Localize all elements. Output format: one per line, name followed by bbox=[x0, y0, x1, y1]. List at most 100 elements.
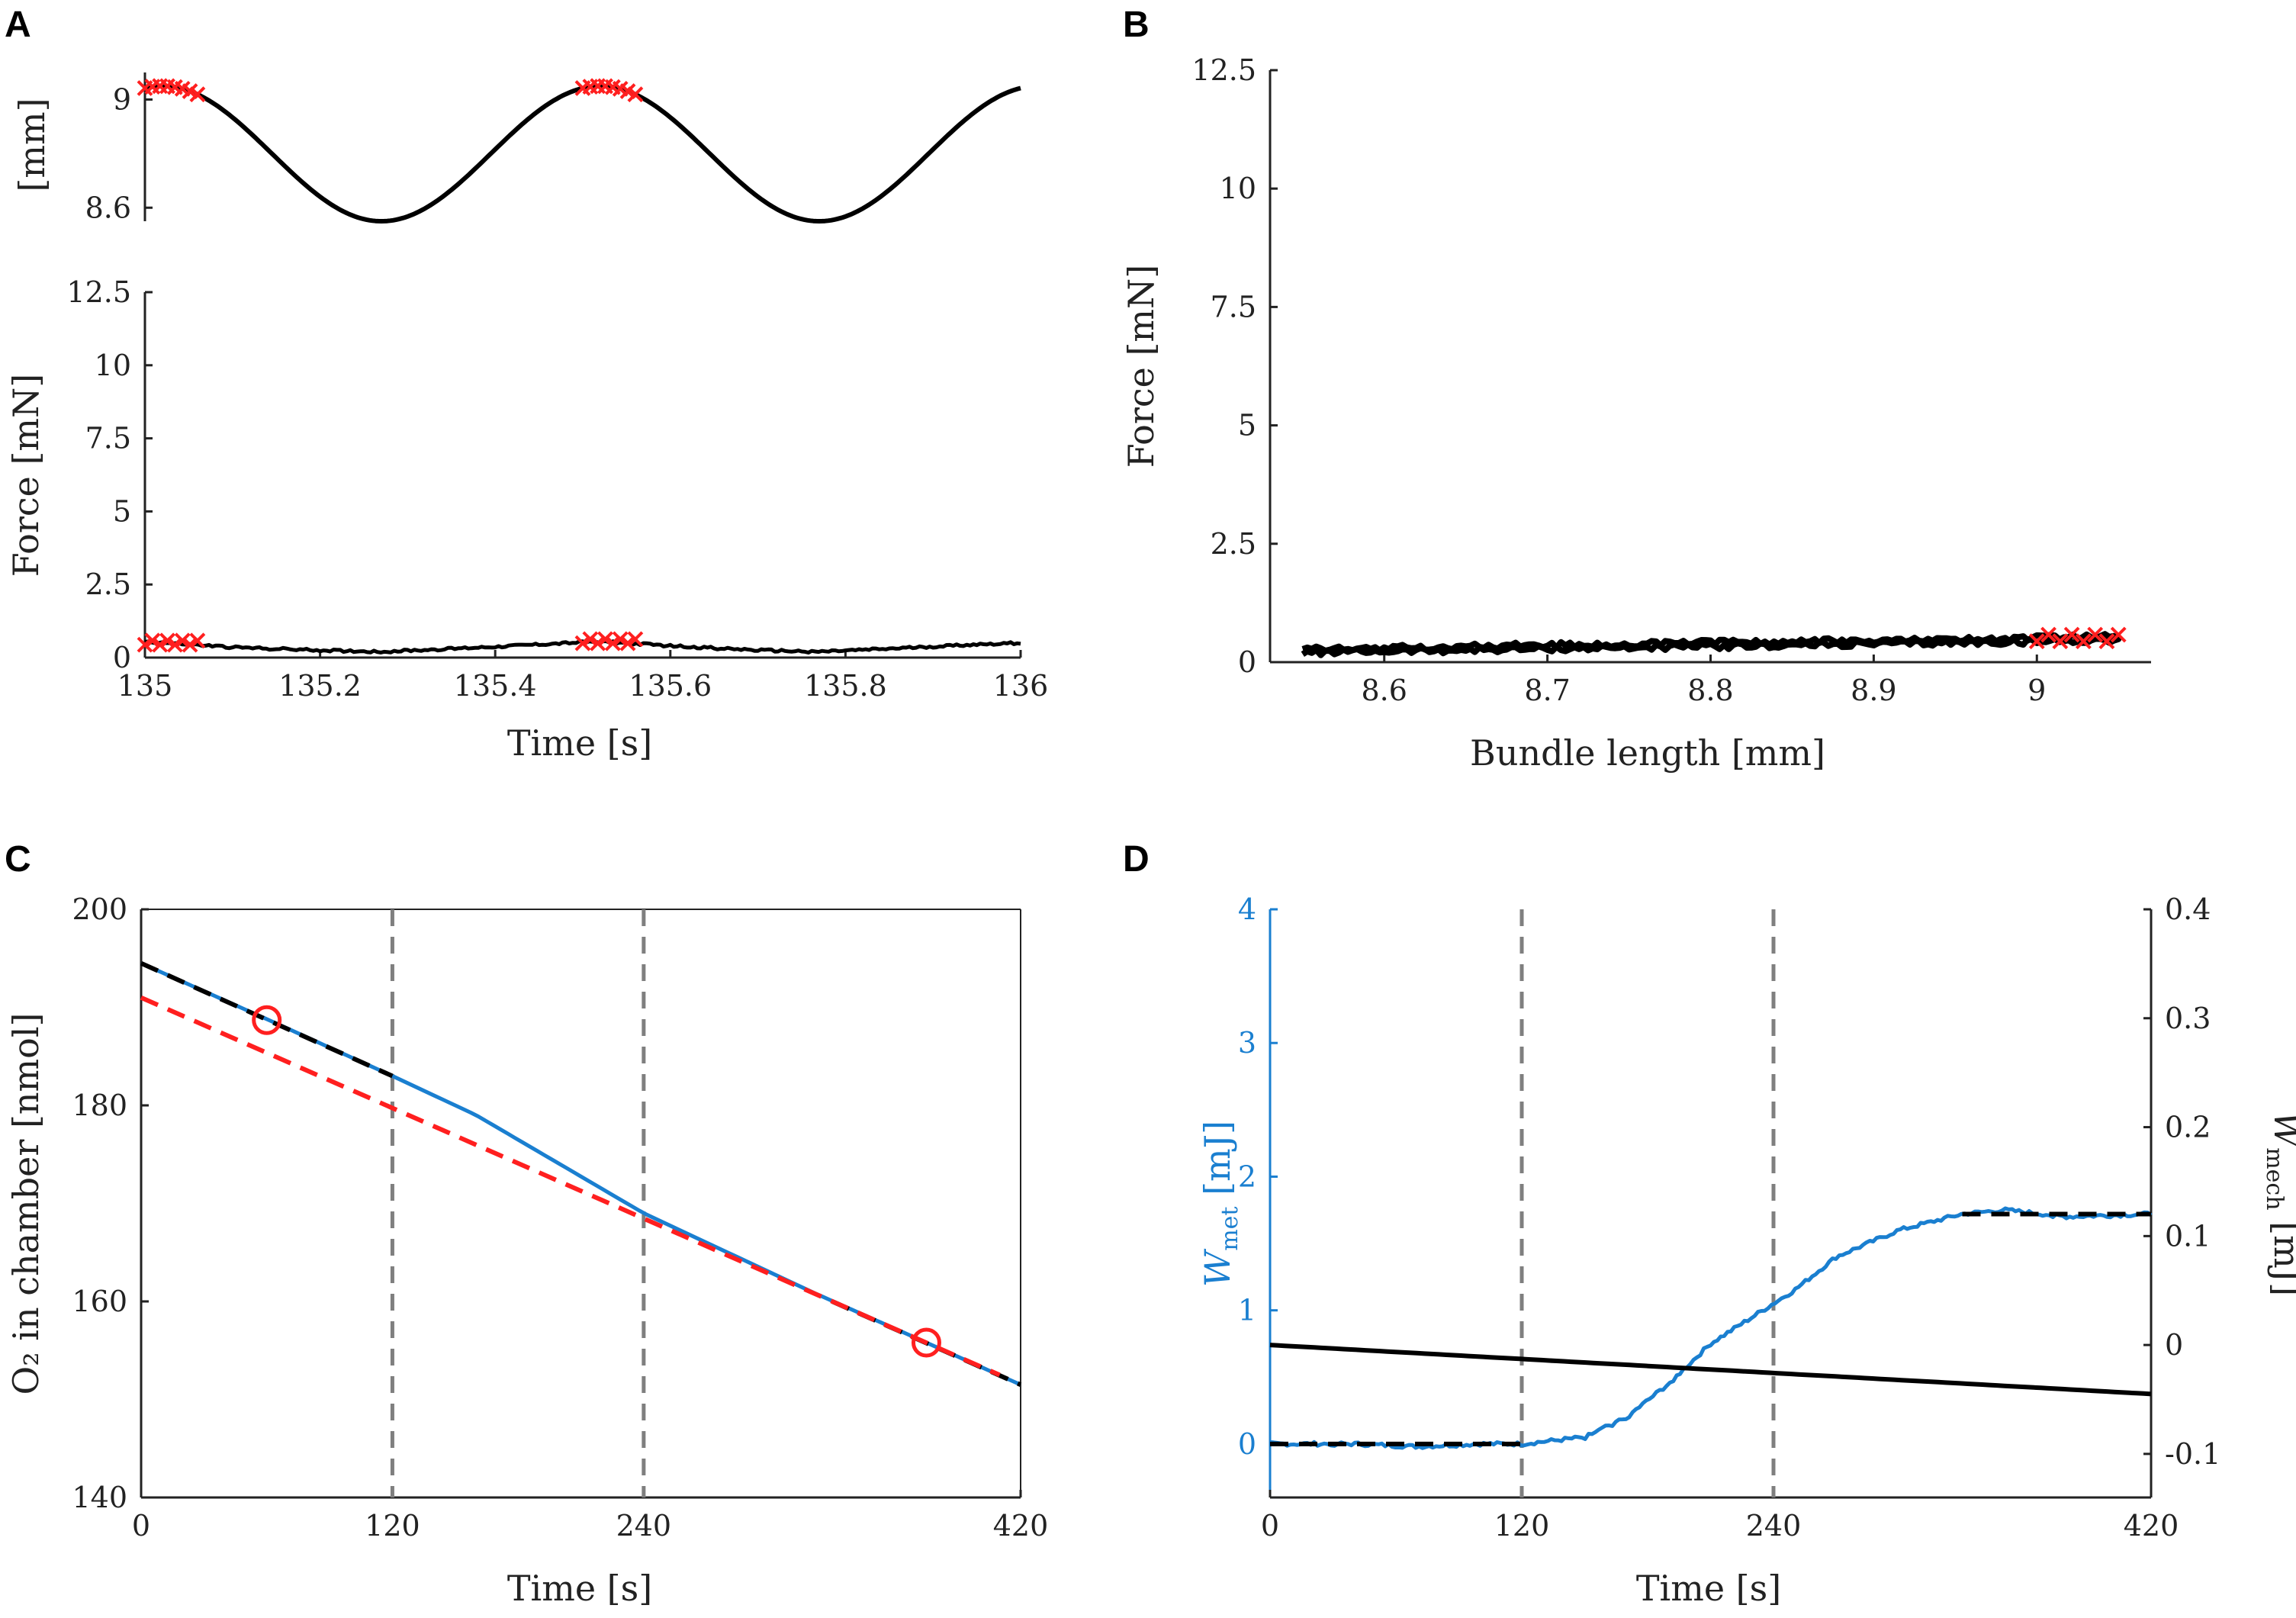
a-top-series-bundle-length bbox=[144, 83, 1021, 224]
y-tick-label: 0 bbox=[1238, 645, 1256, 679]
y-tick-label: 200 bbox=[72, 893, 127, 926]
a-top-red-x-marker bbox=[627, 86, 644, 103]
b-red-x-marker bbox=[2110, 626, 2127, 643]
a-bottom-red-x-marker bbox=[159, 632, 175, 649]
chart-d-ylabel-right: Wmech [mJ] bbox=[2261, 1111, 2296, 1296]
panel-letter-b: B bbox=[1123, 5, 1150, 45]
x-tick-label: 8.9 bbox=[1851, 674, 1896, 707]
chart-d-ylabel-left-gap bbox=[1197, 1195, 1238, 1207]
x-tick-label: 135.6 bbox=[629, 669, 712, 703]
c-series-interpolated-baseline bbox=[140, 995, 1001, 1378]
panel-letter-a: A bbox=[5, 5, 31, 45]
a-bottom-red-x-marker bbox=[597, 631, 613, 648]
x-tick-label: 135.2 bbox=[278, 669, 362, 703]
a-bottom-red-x-marker bbox=[590, 635, 606, 651]
x-tick-label: 135.4 bbox=[454, 669, 537, 703]
chart-b-xlabel: Bundle length [mm] bbox=[1470, 732, 1825, 774]
chart-d-ylabel-left: Wmet [mJ] bbox=[1197, 1121, 1243, 1287]
chart-b-plot: 0 2.5 5 7.5 10 12.5 8.6 8.7 8.8 8.9 9 bbox=[1191, 53, 2151, 707]
y-tick-label: 0 bbox=[1238, 1427, 1256, 1461]
y-right-tick-label: -0.1 bbox=[2165, 1437, 2220, 1471]
chart-d-ylabel-right-sub: mech bbox=[2261, 1147, 2288, 1210]
chart-b-ylabel: Force [mN] bbox=[1121, 265, 1162, 468]
x-tick-label: 8.7 bbox=[1524, 674, 1570, 707]
c-fit-window-marker bbox=[252, 1005, 282, 1035]
chart-a-top-plot: 8.69 bbox=[85, 72, 1021, 224]
y-tick-label: 4 bbox=[1238, 893, 1256, 926]
y-tick-label: 5 bbox=[1238, 409, 1256, 442]
chart-d-ylabel-left-sub: met bbox=[1217, 1207, 1243, 1251]
a-bottom-red-x-marker bbox=[137, 636, 153, 653]
y-tick-label: 140 bbox=[72, 1481, 127, 1514]
chart-a-bottom-plot: 0 2.5 5 7.5 10 12.5 135 135.2 135.4 135.6 135.8 136 bbox=[66, 275, 1048, 703]
d-series-w-mech bbox=[1269, 1343, 2152, 1397]
b-red-x-marker bbox=[2098, 633, 2115, 650]
b-red-x-marker bbox=[2075, 633, 2092, 650]
a-bottom-red-x-marker bbox=[582, 631, 599, 648]
x-tick-label: 136 bbox=[993, 669, 1049, 703]
chart-c-ylabel: O₂ in chamber [nmol] bbox=[5, 1013, 47, 1395]
b-red-x-marker bbox=[2040, 626, 2056, 643]
y-right-tick-label: 0.4 bbox=[2165, 893, 2211, 926]
x-tick-label: 0 bbox=[132, 1509, 150, 1542]
y-tick-label: 10 bbox=[1220, 172, 1256, 205]
chart-d: 0 1 2 3 4 -0.1 0 0.1 0.2 0.3 0.4 0 120 240 420 Time [s… bbox=[1197, 893, 2296, 1609]
x-tick-label: 9 bbox=[2027, 674, 2046, 707]
y-right-tick-label: 0.1 bbox=[2165, 1219, 2211, 1253]
y-tick-label: 12.5 bbox=[1191, 53, 1256, 87]
c-fit-window-marker bbox=[911, 1327, 941, 1358]
chart-d-ylabel-right-unit: [mJ] bbox=[2266, 1221, 2296, 1296]
y-right-tick-label: 0.2 bbox=[2165, 1111, 2211, 1144]
y-tick-label: 1 bbox=[1238, 1294, 1256, 1327]
chart-a-ylabel: Force [mN] bbox=[5, 374, 47, 577]
a-bottom-red-x-marker bbox=[189, 632, 206, 649]
y-tick-label: 2 bbox=[1238, 1160, 1256, 1193]
y-tick-label: 7.5 bbox=[85, 422, 131, 455]
x-tick-label: 135 bbox=[117, 669, 173, 703]
a-bottom-red-x-marker bbox=[152, 636, 169, 653]
chart-d-ylabel-right-gap bbox=[2266, 1211, 2296, 1222]
x-tick-label: 8.6 bbox=[1362, 674, 1407, 707]
a-bottom-red-x-marker bbox=[619, 635, 636, 651]
x-tick-label: 420 bbox=[2124, 1509, 2179, 1542]
x-tick-label: 120 bbox=[1494, 1509, 1550, 1542]
x-tick-label: 0 bbox=[1261, 1509, 1279, 1542]
b-red-x-marker bbox=[2063, 626, 2080, 643]
d-series-w-met bbox=[1269, 1206, 2153, 1450]
b-red-x-marker bbox=[2087, 626, 2104, 643]
x-tick-label: 8.8 bbox=[1687, 674, 1733, 707]
y-tick-label: 3 bbox=[1238, 1026, 1256, 1060]
chart-d-xlabel: Time [s] bbox=[1636, 1568, 1781, 1609]
chart-a-bottom: 0 2.5 5 7.5 10 12.5 135 135.2 135.4 135.6 135.8 136… bbox=[5, 275, 1048, 764]
a-bottom-red-x-marker bbox=[627, 631, 644, 648]
y-tick-label: 180 bbox=[72, 1089, 127, 1122]
y-tick-label: 7.5 bbox=[1211, 290, 1256, 323]
panel-letter-d: D bbox=[1123, 839, 1150, 880]
a-top-red-x-marker bbox=[189, 86, 206, 103]
x-tick-label: 135.8 bbox=[804, 669, 887, 703]
y-tick-label: 0 bbox=[113, 641, 131, 674]
x-tick-label: 120 bbox=[365, 1509, 420, 1542]
chart-d-ylabel-left-symbol: W bbox=[1197, 1248, 1238, 1287]
b-series-force-length-loop bbox=[1301, 631, 2122, 658]
y-right-tick-label: 0.3 bbox=[2165, 1002, 2211, 1035]
chart-c-plot: 140 160 180 200 0 120 240 420 bbox=[72, 893, 1048, 1542]
x-tick-label: 420 bbox=[993, 1509, 1049, 1542]
x-tick-label: 240 bbox=[1746, 1509, 1802, 1542]
y-tick-label: 2.5 bbox=[1211, 527, 1256, 561]
y-tick-label: 5 bbox=[113, 494, 131, 528]
a-bottom-red-x-marker bbox=[612, 631, 629, 648]
x-tick-label: 240 bbox=[616, 1509, 672, 1542]
chart-c: 140 160 180 200 0 120 240 420 Time [s] O₂ in ch… bbox=[5, 893, 1048, 1609]
b-red-x-marker bbox=[2052, 633, 2069, 650]
chart-c-xlabel: Time [s] bbox=[507, 1568, 652, 1609]
y-tick-label: 2.5 bbox=[85, 568, 131, 601]
a-bottom-red-x-marker bbox=[166, 636, 183, 653]
c-series-baseline-fit bbox=[140, 960, 394, 1079]
a-bottom-red-x-marker bbox=[574, 635, 591, 651]
chart-b: 0 2.5 5 7.5 10 12.5 8.6 8.7 8.8 8.9 9 Bundle lengt… bbox=[1121, 53, 2151, 774]
a-bottom-red-x-marker bbox=[182, 636, 198, 653]
chart-a-xlabel: Time [s] bbox=[507, 722, 652, 764]
chart-a-top-ylabel: [mm] bbox=[11, 98, 53, 191]
